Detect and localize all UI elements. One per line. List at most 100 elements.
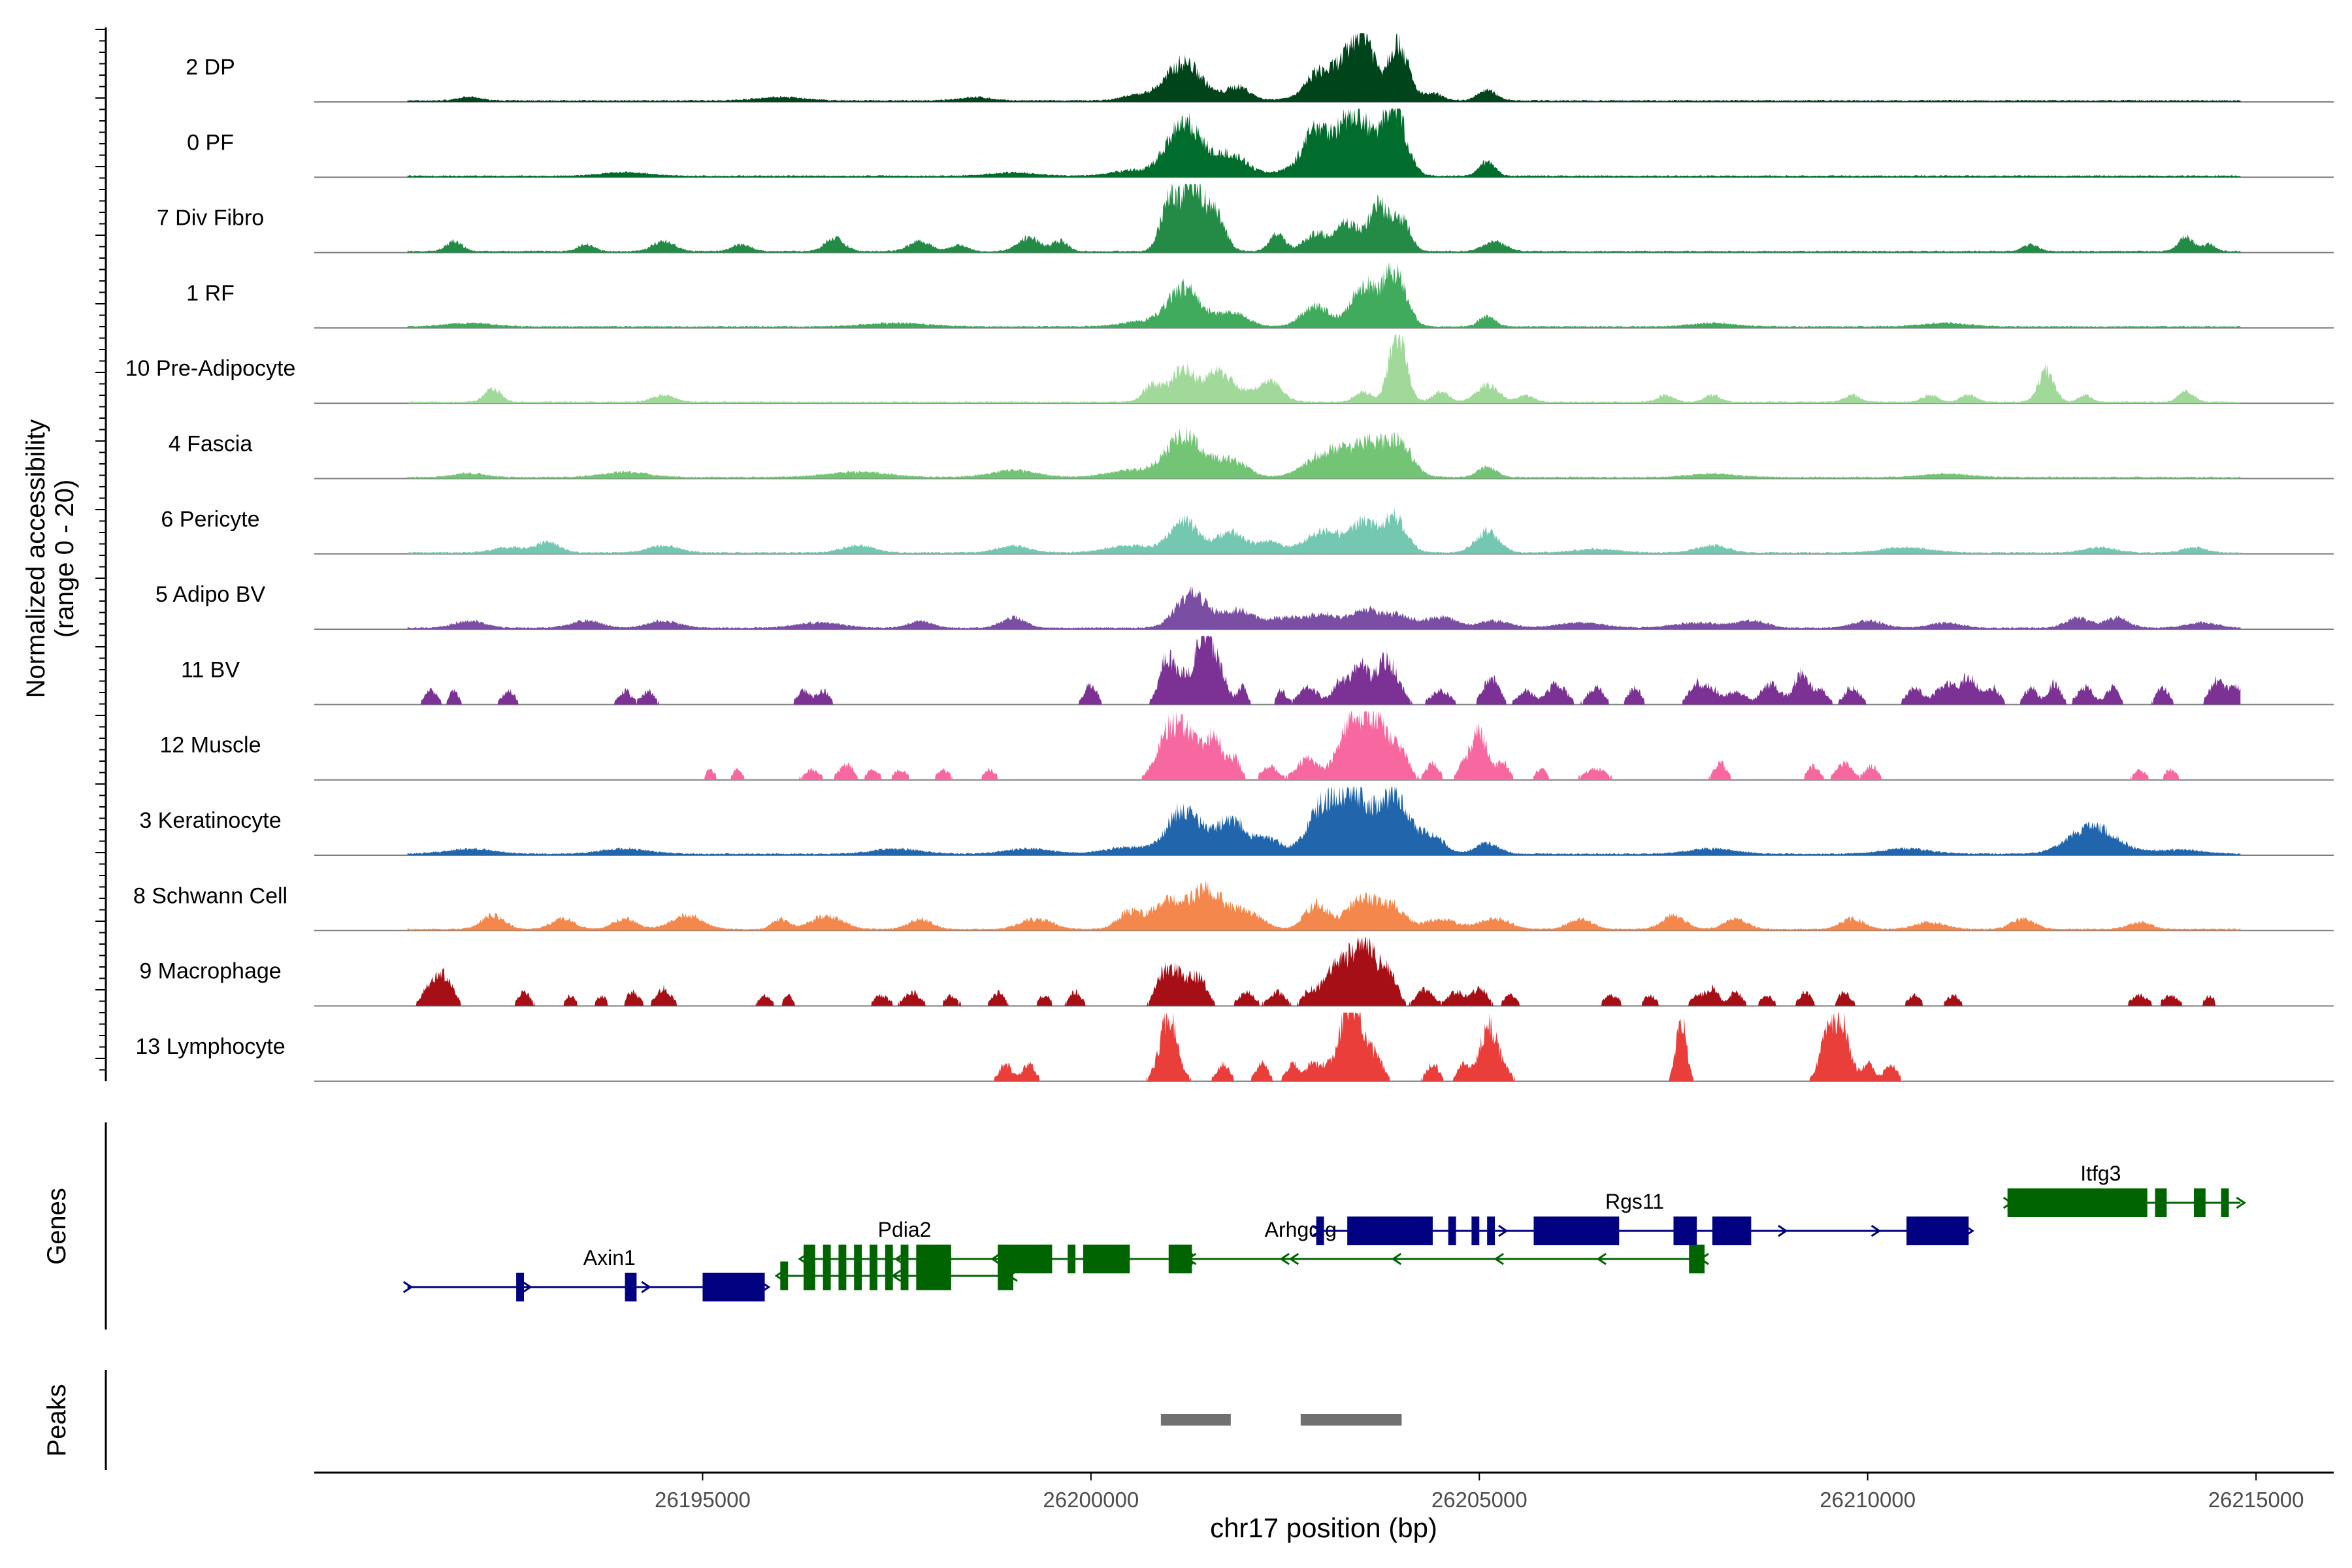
gene-exon <box>2221 1188 2229 1217</box>
x-axis: 26195000 26200000 26205000 26210000 26215000… <box>314 1471 2334 1543</box>
gene-exon <box>803 1261 815 1290</box>
gene-rgs11: Rgs11 <box>1311 1190 1974 1245</box>
track-label: 2 DP <box>186 55 235 80</box>
strand-minus-arrow-icon <box>1699 1252 1709 1266</box>
peak-region-bar <box>1160 1414 1231 1426</box>
gene-exon <box>854 1261 862 1290</box>
gene-exon <box>2194 1188 2206 1217</box>
x-axis-tick-label: 26210000 <box>1820 1488 1916 1512</box>
peak-region-bar <box>1300 1414 1402 1426</box>
track-7-div-fibro: 7 Div Fibro <box>157 184 2334 253</box>
gene-exon <box>854 1245 862 1273</box>
accessibility-signal <box>407 261 2241 328</box>
track-label: 8 Schwann Cell <box>133 883 287 908</box>
gene-exon <box>702 1273 765 1301</box>
gene-exon <box>1448 1217 1456 1245</box>
strand-minus-arrow-icon <box>1494 1252 1505 1266</box>
gene-exon <box>870 1261 877 1290</box>
track-label: 6 Pericyte <box>161 507 259 532</box>
track-label: 13 Lymphocyte <box>135 1034 285 1059</box>
track-4-fascia: 4 Fascia <box>169 426 2334 480</box>
peaks-panel: Peaks <box>42 1370 1402 1470</box>
x-axis-tick-label: 26195000 <box>655 1488 751 1512</box>
strand-plus-arrow-icon <box>2236 1196 2247 1209</box>
track-13-lymphocyte: 13 Lymphocyte <box>135 1012 2334 1082</box>
accessibility-signal <box>407 879 2241 931</box>
gene-models: Axin1 Pdia2 Arhgdig Rgs11 Itfg3 <box>402 1162 2247 1301</box>
gene-exon <box>1712 1217 1752 1245</box>
accessibility-signal <box>407 937 2241 1006</box>
x-axis-tick-label: 26205000 <box>1431 1488 1527 1512</box>
accessibility-signal <box>407 585 2241 630</box>
strand-minus-arrow-icon <box>1596 1252 1607 1266</box>
gene-exon <box>870 1245 877 1273</box>
genes-panel-title: Genes <box>42 1188 71 1265</box>
gene-exon <box>1533 1217 1620 1245</box>
accessibility-tracks: 2 DP 0 PF 7 Div Fibro 1 RF 10 Pre-Adipocyte 4… <box>125 33 2334 1082</box>
gene-exon <box>1316 1217 1324 1245</box>
accessibility-signal <box>407 33 2241 102</box>
track-11-bv: 11 BV <box>181 636 2334 706</box>
strand-plus-arrow-icon <box>1778 1224 1788 1237</box>
track-1-rf: 1 RF <box>186 261 2334 329</box>
strand-plus-arrow-icon <box>402 1281 414 1294</box>
accessibility-signal <box>407 506 2241 554</box>
gene-exon <box>1068 1245 1076 1273</box>
track-label: 4 Fascia <box>169 432 253 457</box>
gene-exon <box>900 1245 909 1273</box>
genes-panel: Genes Axin1 Pdia2 Arhgdig Rgs11 Itfg3 <box>42 1122 2247 1330</box>
track-6-pericyte: 6 Pericyte <box>161 506 2334 555</box>
x-axis-tick-label: 26200000 <box>1043 1488 1139 1512</box>
gene-exon <box>1906 1217 1915 1245</box>
track-10-pre-adipocyte: 10 Pre-Adipocyte <box>125 335 2334 404</box>
gene-exon <box>1914 1217 1969 1245</box>
track-label: 9 Macrophage <box>139 959 281 984</box>
track-label: 12 Muscle <box>160 733 261 758</box>
track-label: 1 RF <box>186 281 235 306</box>
track-label: 3 Keratinocyte <box>139 808 281 833</box>
gene-label: Axin1 <box>583 1246 636 1269</box>
gene-pdia2 <box>774 1261 1018 1290</box>
strand-minus-arrow-icon <box>1186 1252 1197 1266</box>
track-label: 7 Div Fibro <box>157 206 264 231</box>
gene-exon <box>1487 1217 1495 1245</box>
gene-exon <box>2007 1188 2148 1217</box>
strand-minus-arrow-icon <box>990 1252 1001 1266</box>
gene-exon <box>823 1261 831 1290</box>
y-axis-minor-ticks <box>95 29 106 1071</box>
track-9-macrophage: 9 Macrophage <box>139 937 2334 1007</box>
x-axis-tick-label: 26215000 <box>2208 1488 2304 1512</box>
track-8-schwann-cell: 8 Schwann Cell <box>133 879 2334 932</box>
strand-minus-arrow-icon <box>1391 1252 1402 1266</box>
y-axis-accessibility: Normalized accessibility (range 0 - 20) <box>22 27 107 1081</box>
gene-exon <box>1471 1217 1480 1245</box>
track-label: 10 Pre-Adipocyte <box>125 356 296 381</box>
gene-exon <box>885 1261 893 1290</box>
gene-label: Arhgdig <box>1265 1218 1337 1241</box>
gene-exon <box>1083 1245 1130 1273</box>
peak-regions <box>1160 1414 1402 1426</box>
strand-plus-arrow-icon <box>522 1281 532 1294</box>
gene-exon <box>516 1273 524 1301</box>
track-label: 11 BV <box>181 657 240 682</box>
gene-exon <box>823 1245 831 1273</box>
gene-arhgdig: Arhgdig <box>1186 1218 1709 1266</box>
track-2-dp: 2 DP <box>186 33 2334 103</box>
gene-label: Itfg3 <box>2080 1162 2121 1185</box>
gene-exon <box>998 1261 1013 1290</box>
y-axis-range-label: (range 0 - 20) <box>50 480 79 638</box>
gene-exon <box>838 1261 847 1290</box>
gene-exon <box>900 1261 909 1290</box>
track-3-keratinocyte: 3 Keratinocyte <box>139 787 2334 856</box>
track-label: 5 Adipo BV <box>155 582 266 607</box>
accessibility-signal <box>407 108 2241 178</box>
gene-exon <box>838 1245 847 1273</box>
gene-label: Pdia2 <box>878 1218 932 1241</box>
x-axis-ticks: 26195000 26200000 26205000 26210000 26215000 <box>655 1473 2304 1512</box>
y-axis-title: Normalized accessibility <box>22 419 50 698</box>
accessibility-signal <box>407 184 2241 253</box>
track-label: 0 PF <box>187 130 234 155</box>
track-5-adipo-bv: 5 Adipo BV <box>155 582 2334 630</box>
strand-plus-arrow-icon <box>1870 1224 1882 1237</box>
